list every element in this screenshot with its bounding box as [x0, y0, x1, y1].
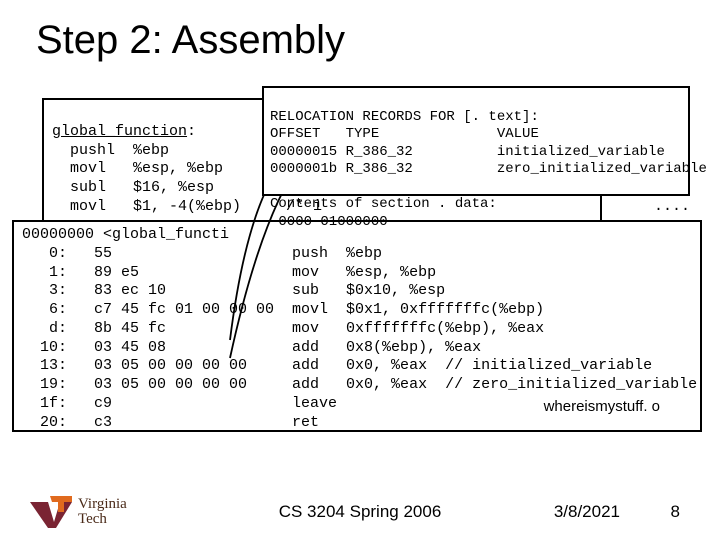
filename-annotation: whereismystuff. o: [544, 398, 660, 415]
vt-text-bot: Tech: [78, 512, 127, 527]
vt-logo: Virginia Tech: [30, 496, 127, 528]
asm-line: movl %esp, %ebp: [52, 160, 223, 177]
reloc-data: 0000 01000000: [270, 214, 388, 230]
footer-page: 8: [671, 502, 680, 522]
asm-fn-name: global_function: [52, 123, 187, 140]
reloc-row: 0000001b R_386_32 zero_initialized_varia…: [270, 161, 707, 177]
ellipsis: ....: [654, 198, 690, 215]
page-title: Step 2: Assembly: [36, 18, 345, 63]
reloc-cols: OFFSET TYPE VALUE: [270, 126, 539, 142]
footer-date: 3/8/2021: [554, 502, 620, 522]
footer: Virginia Tech CS 3204 Spring 2006 3/8/20…: [0, 496, 720, 528]
reloc-section: Contents of section . data:: [270, 196, 497, 212]
asm-line: pushl %ebp: [52, 142, 169, 159]
footer-course: CS 3204 Spring 2006: [279, 502, 442, 522]
vt-logo-mark: [30, 496, 72, 528]
vt-text-top: Virginia: [78, 497, 127, 512]
vt-logo-text: Virginia Tech: [78, 497, 127, 527]
asm-line: subl $16, %esp: [52, 179, 214, 196]
reloc-row: 00000015 R_386_32 initialized_variable: [270, 144, 665, 160]
reloc-header: RELOCATION RECORDS FOR [. text]:: [270, 109, 539, 125]
relocation-box: RELOCATION RECORDS FOR [. text]: OFFSET …: [262, 86, 690, 196]
